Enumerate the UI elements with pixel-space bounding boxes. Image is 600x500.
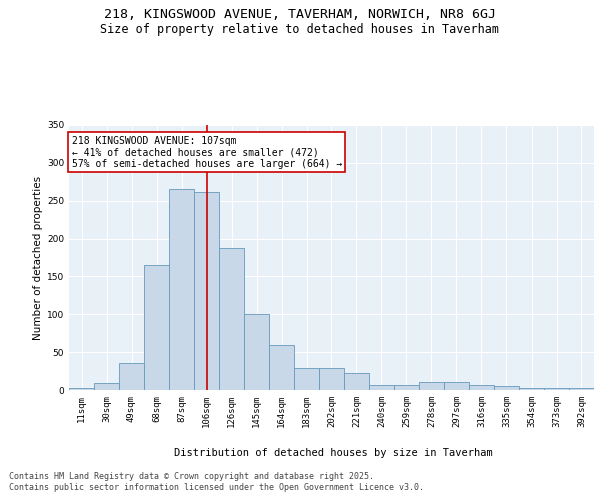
Bar bbox=[294, 368, 319, 390]
Bar bbox=[269, 344, 294, 390]
Bar bbox=[344, 374, 369, 390]
Bar bbox=[319, 368, 344, 390]
Text: Contains public sector information licensed under the Open Government Licence v3: Contains public sector information licen… bbox=[9, 484, 424, 492]
Bar bbox=[469, 384, 494, 390]
Bar bbox=[94, 383, 119, 390]
Bar bbox=[394, 386, 419, 390]
Bar bbox=[244, 314, 269, 390]
Text: 218 KINGSWOOD AVENUE: 107sqm
← 41% of detached houses are smaller (472)
57% of s: 218 KINGSWOOD AVENUE: 107sqm ← 41% of de… bbox=[71, 136, 342, 169]
Bar bbox=[219, 248, 244, 390]
Text: 218, KINGSWOOD AVENUE, TAVERHAM, NORWICH, NR8 6GJ: 218, KINGSWOOD AVENUE, TAVERHAM, NORWICH… bbox=[104, 8, 496, 20]
Bar bbox=[569, 388, 594, 390]
Bar bbox=[169, 190, 194, 390]
Bar bbox=[194, 192, 219, 390]
Bar bbox=[144, 265, 169, 390]
Bar bbox=[494, 386, 519, 390]
Text: Size of property relative to detached houses in Taverham: Size of property relative to detached ho… bbox=[101, 22, 499, 36]
Bar bbox=[69, 388, 94, 390]
Bar bbox=[544, 388, 569, 390]
Bar bbox=[444, 382, 469, 390]
Text: Distribution of detached houses by size in Taverham: Distribution of detached houses by size … bbox=[173, 448, 493, 458]
Y-axis label: Number of detached properties: Number of detached properties bbox=[33, 176, 43, 340]
Bar bbox=[119, 362, 144, 390]
Text: Contains HM Land Registry data © Crown copyright and database right 2025.: Contains HM Land Registry data © Crown c… bbox=[9, 472, 374, 481]
Bar bbox=[369, 386, 394, 390]
Bar bbox=[419, 382, 444, 390]
Bar bbox=[519, 388, 544, 390]
